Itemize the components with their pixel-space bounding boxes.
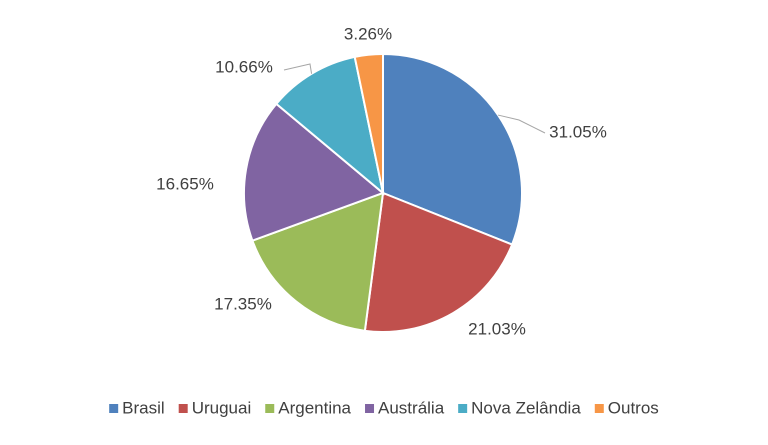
data-label: 31.05% (549, 122, 607, 141)
data-label: 16.65% (156, 174, 214, 193)
legend-marker (458, 404, 468, 413)
leader-line (283, 63, 313, 74)
pie-slice (353, 52, 384, 194)
pie-slice (363, 191, 514, 333)
legend-marker (365, 404, 375, 413)
legend-label: Uruguai (192, 398, 252, 417)
legend-label: Nova Zelândia (471, 398, 581, 417)
legend-label: Outros (608, 398, 659, 417)
legend-marker (109, 404, 119, 413)
legend-label: Brasil (122, 398, 165, 417)
pie-slice (274, 55, 385, 196)
data-label: 10.66% (215, 57, 273, 76)
legend-marker (265, 404, 275, 413)
leader-line (497, 114, 546, 134)
legend-label: Austrália (378, 398, 445, 417)
data-label: 21.03% (468, 319, 526, 338)
pie-slice (251, 191, 385, 332)
data-label: 17.35% (214, 294, 272, 313)
legend-label: Argentina (278, 398, 351, 417)
legend-marker (594, 404, 604, 413)
data-label: 3.26% (344, 24, 392, 43)
pie-slice (243, 102, 385, 242)
legend-marker (178, 404, 188, 413)
